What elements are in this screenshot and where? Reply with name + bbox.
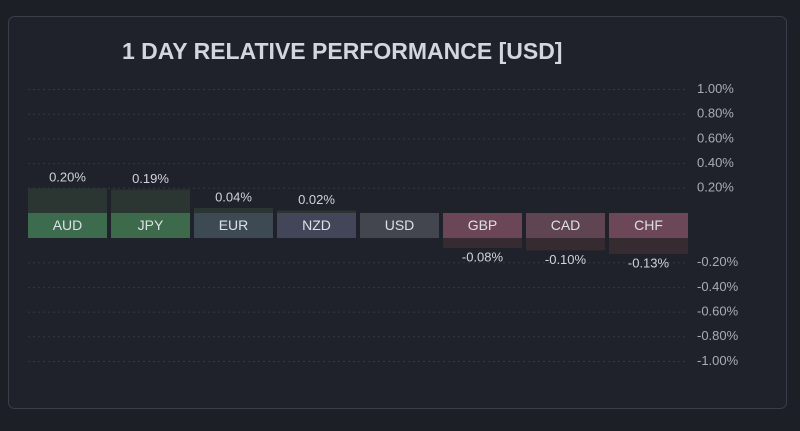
- bar: [194, 208, 273, 213]
- category-label: CAD: [551, 217, 581, 233]
- y-tick-label: -0.40%: [697, 279, 739, 294]
- category-label: NZD: [302, 217, 331, 233]
- bar: [526, 238, 605, 251]
- bar: [443, 238, 522, 248]
- bar: [111, 189, 190, 213]
- category-box: [28, 213, 107, 238]
- y-tick-label: 0.80%: [697, 106, 734, 121]
- category-label: EUR: [219, 217, 249, 233]
- value-label: -0.10%: [545, 252, 587, 267]
- chart-title: 1 DAY RELATIVE PERFORMANCE [USD]: [122, 38, 562, 64]
- value-label: 0.19%: [132, 171, 169, 186]
- value-label: 0.20%: [49, 170, 86, 185]
- y-tick-label: 1.00%: [697, 81, 734, 96]
- category-box: [609, 213, 688, 238]
- y-tick-label: 0.40%: [697, 155, 734, 170]
- category-box: [443, 213, 522, 238]
- category-box: [360, 213, 439, 238]
- y-tick-label: -1.00%: [697, 353, 739, 368]
- y-tick-label: 0.60%: [697, 130, 734, 145]
- category-box: [111, 213, 190, 238]
- category-label: JPY: [138, 217, 164, 233]
- value-label: -0.13%: [628, 255, 670, 270]
- value-label: 0.02%: [298, 192, 335, 207]
- category-box: [194, 213, 273, 238]
- y-tick-label: -0.60%: [697, 304, 739, 319]
- category-label: CHF: [634, 217, 663, 233]
- bar: [28, 188, 107, 213]
- category-label: USD: [385, 217, 415, 233]
- value-label: 0.04%: [215, 189, 252, 204]
- y-tick-label: -0.80%: [697, 328, 739, 343]
- category-label: GBP: [468, 217, 498, 233]
- y-tick-label: 0.20%: [697, 180, 734, 195]
- bar: [609, 238, 688, 255]
- category-box: [526, 213, 605, 238]
- value-label: -0.08%: [462, 249, 504, 264]
- y-tick-label: -0.20%: [697, 254, 739, 269]
- category-label: AUD: [53, 217, 83, 233]
- bar: [277, 210, 356, 213]
- category-box: [277, 213, 356, 238]
